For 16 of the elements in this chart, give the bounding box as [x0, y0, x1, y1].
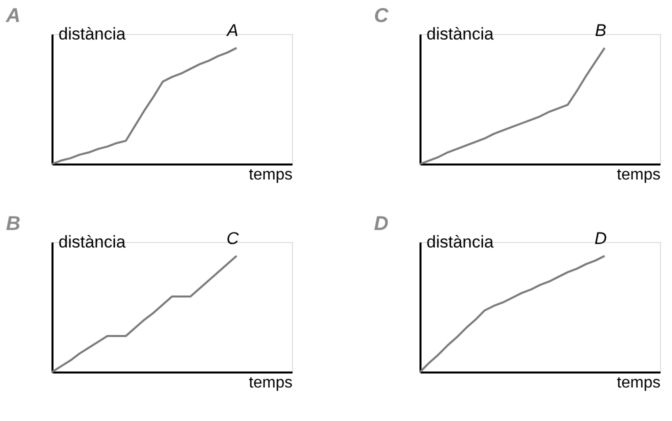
- y-axis-title: distància: [58, 24, 126, 44]
- y-axis-title: distància: [58, 232, 126, 252]
- y-axis-title: distància: [426, 232, 494, 252]
- x-axis-title: temps: [616, 166, 660, 184]
- chart-title: B: [6, 212, 20, 235]
- x-axis-title: temps: [248, 374, 292, 392]
- chart-title: A: [5, 4, 20, 27]
- chart-title: D: [374, 212, 388, 235]
- series-label: D: [594, 228, 607, 248]
- series-label: A: [226, 20, 238, 40]
- y-axis-title: distància: [426, 24, 494, 44]
- x-axis-title: temps: [248, 166, 292, 184]
- chart-title: C: [374, 4, 389, 27]
- series-label: C: [226, 228, 240, 248]
- x-axis-title: temps: [616, 374, 660, 392]
- series-label: B: [594, 20, 606, 40]
